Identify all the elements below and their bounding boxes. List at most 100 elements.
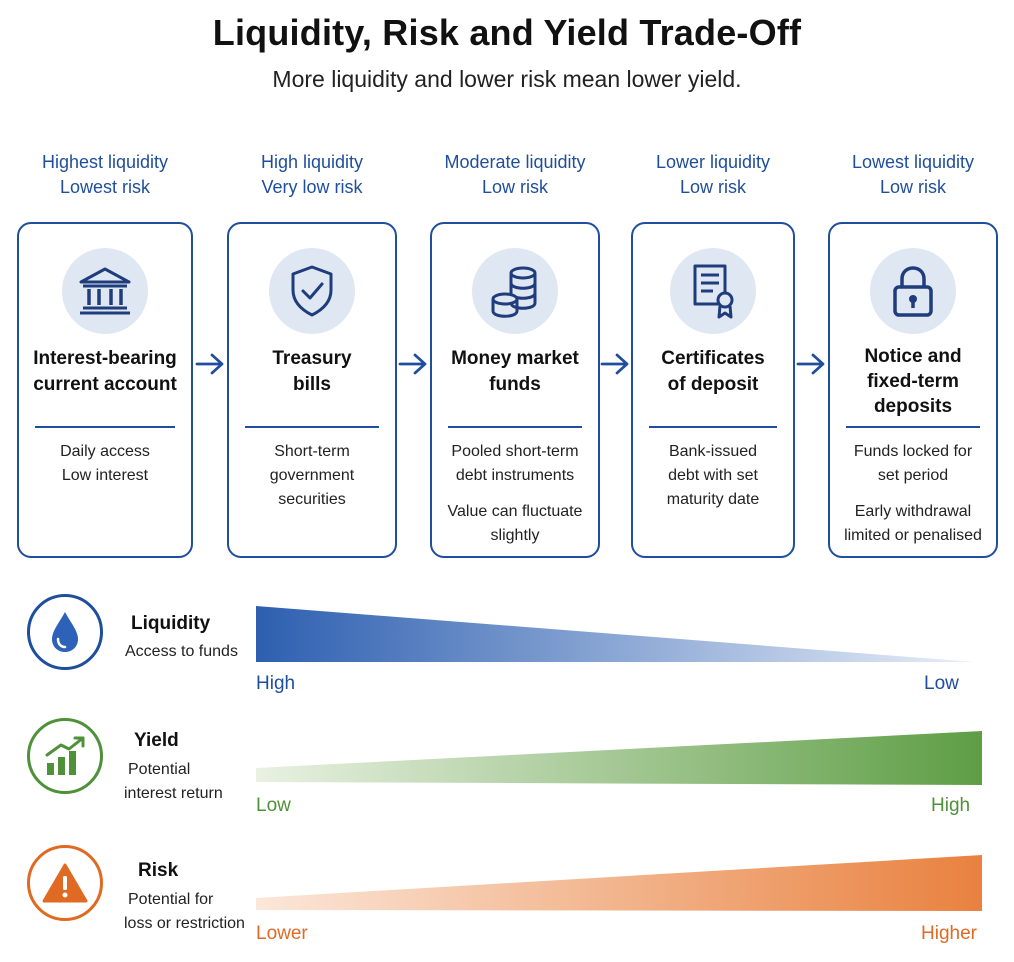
description-line: Pooled short-term: [451, 443, 579, 460]
product-card: Money market funds Pooled short-term deb…: [430, 222, 600, 558]
page-subtitle: More liquidity and lower risk mean lower…: [272, 66, 742, 92]
product-title-line: deposits: [873, 396, 953, 417]
metric-description: interest return: [124, 782, 223, 806]
product-column-certificates-of-deposit: Lower liquidity Low risk Certificates of…: [631, 150, 795, 558]
description-paragraph: Short-term government securities: [237, 440, 387, 512]
liquidity-level: High liquidity: [260, 152, 364, 172]
arrow-right-icon: [398, 353, 427, 375]
description-line: limited or penalised: [844, 527, 982, 544]
metric-description-line: loss or restriction: [124, 915, 245, 932]
product-title: Notice and fixed-term deposits: [836, 344, 990, 419]
metric-name: Risk: [138, 860, 179, 881]
product-title-line: Notice and: [864, 346, 962, 367]
risk-level: Low risk: [679, 177, 746, 197]
product-title: Money market funds: [438, 346, 592, 398]
yield-gradient-wedge: [256, 731, 982, 785]
water-drop-icon: [27, 594, 103, 670]
product-heading: Highest liquidity Lowest risk: [17, 150, 193, 206]
description-line: Short-term: [274, 443, 350, 460]
liquidity-level: Highest liquidity: [41, 152, 169, 172]
product-card: Treasury bills Short-term government sec…: [227, 222, 397, 558]
description-paragraph: Funds locked for set period: [838, 440, 988, 488]
liquidity-level: Moderate liquidity: [444, 152, 586, 172]
product-column-current-account: Highest liquidity Lowest risk Interest-b…: [17, 150, 193, 558]
description-line: Funds locked for: [853, 443, 973, 460]
product-heading: Lower liquidity Low risk: [631, 150, 795, 206]
product-title-line: Money market: [451, 348, 579, 369]
certificate-icon: [670, 248, 756, 334]
product-heading: Lowest liquidity Low risk: [828, 150, 998, 206]
description-paragraph: Daily access Low interest: [27, 440, 183, 488]
shield-check-icon: [269, 248, 355, 334]
product-description: Daily access Low interest: [27, 440, 183, 500]
metric-description: Potential for: [128, 888, 213, 912]
metric-name: Liquidity: [131, 613, 211, 634]
coins-icon: [472, 248, 558, 334]
metric-description: Potential: [128, 758, 190, 782]
product-title-line: Certificates: [661, 348, 765, 369]
product-title: Certificates of deposit: [639, 346, 787, 398]
card-divider: [448, 426, 582, 428]
description-line: debt with set: [668, 467, 758, 484]
risk-level: Lowest risk: [59, 177, 151, 197]
risk-level: Very low risk: [261, 177, 363, 197]
description-line: debt instruments: [455, 467, 575, 484]
description-paragraph: Pooled short-term debt instruments: [440, 440, 590, 488]
product-title-line: current account: [33, 374, 177, 395]
description-line: government: [269, 467, 355, 484]
padlock-icon: [870, 248, 956, 334]
scale-start-label: High: [256, 673, 296, 694]
metric-description-line: Potential for: [128, 891, 214, 908]
product-card: Interest-bearing current account Daily a…: [17, 222, 193, 558]
description-line: slightly: [490, 527, 540, 544]
description-paragraph: Value can fluctuate slightly: [440, 500, 590, 548]
arrow-right-icon: [600, 353, 629, 375]
product-column-treasury-bills: High liquidity Very low risk Treasury bi…: [227, 150, 397, 558]
card-divider: [846, 426, 980, 428]
description-line: Early withdrawal: [854, 503, 972, 520]
product-title-line: Treasury: [272, 348, 352, 369]
description-line: Value can fluctuate: [447, 503, 583, 520]
bank-icon: [62, 248, 148, 334]
product-title: Treasury bills: [235, 346, 389, 398]
card-divider: [649, 426, 777, 428]
description-line: set period: [877, 467, 949, 484]
card-divider: [245, 426, 379, 428]
product-title-line: of deposit: [667, 374, 759, 395]
description-line: maturity date: [666, 491, 760, 508]
product-column-fixed-term-deposits: Lowest liquidity Low risk Notice and fix…: [828, 150, 998, 558]
warning-icon: [27, 845, 103, 921]
product-heading: High liquidity Very low risk: [227, 150, 397, 206]
scale-start-label: Lower: [256, 923, 308, 944]
risk-level: Low risk: [481, 177, 548, 197]
risk-gradient-wedge: [256, 855, 982, 911]
product-title: Interest-bearing current account: [25, 346, 185, 398]
description-line: Bank-issued: [668, 443, 758, 460]
description-paragraph: Early withdrawal limited or penalised: [838, 500, 988, 548]
metric-description-line: interest return: [124, 785, 223, 802]
metric-description-line: Access to funds: [125, 643, 238, 660]
product-title-line: bills: [292, 374, 331, 395]
product-description: Pooled short-term debt instruments Value…: [440, 440, 590, 560]
liquidity-level: Lowest liquidity: [851, 152, 975, 172]
product-column-money-market-funds: Moderate liquidity Low risk Money market…: [430, 150, 600, 558]
description-line: securities: [278, 491, 346, 508]
growth-chart-icon: [27, 718, 103, 794]
metric-description-line: Potential: [128, 761, 191, 778]
metric-description: Access to funds: [125, 640, 238, 664]
description-paragraph: Bank-issued debt with set maturity date: [641, 440, 785, 512]
arrow-right-icon: [796, 353, 825, 375]
scale-end-label: Higher: [921, 923, 977, 944]
risk-level: Low risk: [879, 177, 946, 197]
product-description: Bank-issued debt with set maturity date: [641, 440, 785, 524]
scale-end-label: High: [931, 795, 971, 816]
arrow-right-icon: [195, 353, 224, 375]
description-line: Daily access: [60, 443, 150, 460]
liquidity-level: Lower liquidity: [655, 152, 771, 172]
product-title-line: fixed-term: [867, 371, 959, 392]
product-description: Funds locked for set period Early withdr…: [838, 440, 988, 560]
product-card: Notice and fixed-term deposits Funds loc…: [828, 222, 998, 558]
scale-end-label: Low: [924, 673, 959, 694]
scale-start-label: Low: [256, 795, 291, 816]
product-title-line: funds: [489, 374, 541, 395]
